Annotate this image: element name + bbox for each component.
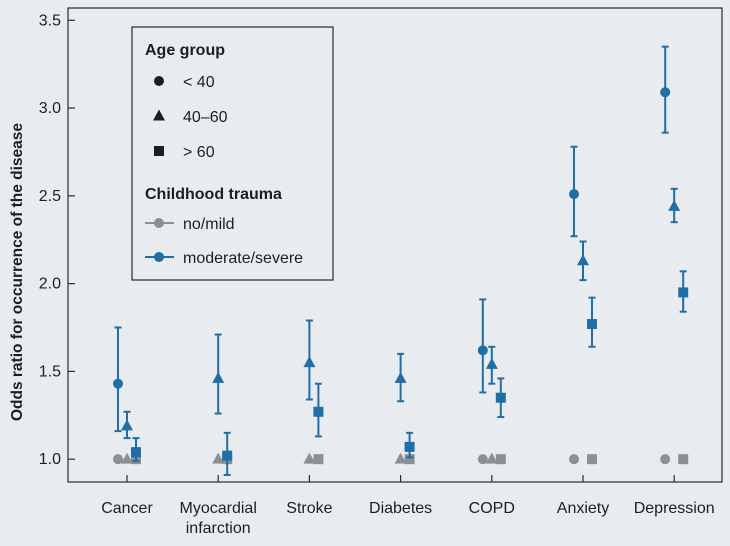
data-point xyxy=(113,454,123,465)
data-point xyxy=(477,454,488,465)
data-point xyxy=(121,419,133,431)
x-tick-label: Anxiety xyxy=(557,500,609,517)
data-point xyxy=(313,454,324,465)
data-point xyxy=(587,319,597,329)
x-tick-label: Cancer xyxy=(101,500,153,517)
data-point xyxy=(569,454,579,465)
x-tick-label-line: Myocardial xyxy=(180,500,257,517)
data-point xyxy=(485,452,498,464)
x-tick-label-line: Anxiety xyxy=(557,500,609,517)
plot-frame xyxy=(67,7,723,483)
legend-age-label: > 60 xyxy=(183,144,215,161)
data-point xyxy=(495,454,506,465)
axes: 1.0 1.5 2.0 2.5 3.0 3.5 Cancer Myocardial infarc… xyxy=(39,7,723,537)
data-point xyxy=(212,452,225,464)
x-tick-label: Diabetes xyxy=(369,500,432,517)
x-tick-label: COPD xyxy=(469,500,515,517)
x-tick-label-line: Diabetes xyxy=(369,500,432,517)
x-tick-label-line: Cancer xyxy=(101,500,153,517)
data-point xyxy=(577,254,589,266)
y-tick-label: 1.5 xyxy=(39,363,61,380)
data-point xyxy=(313,406,324,417)
data-point xyxy=(303,356,316,368)
x-tick-label-line: Stroke xyxy=(286,500,332,517)
x-tick-label-line: COPD xyxy=(469,500,515,517)
legend-marker-circle xyxy=(154,218,164,228)
data-point xyxy=(678,287,689,298)
data-point xyxy=(587,454,597,465)
data-point xyxy=(113,378,123,389)
legend-marker-circle xyxy=(154,76,164,86)
x-tick-label: Depression xyxy=(634,500,715,517)
data-point xyxy=(121,452,133,464)
data-point xyxy=(404,454,415,465)
data-point xyxy=(212,371,225,383)
data-point xyxy=(569,189,579,200)
legend-age-label: 40–60 xyxy=(183,109,228,126)
data-point xyxy=(222,450,233,461)
y-axis-label: Odds ratio for occurrence of the disease xyxy=(9,123,26,421)
legend-trauma-label: no/mild xyxy=(183,216,235,233)
y-tick-label: 3.5 xyxy=(39,12,61,29)
y-tick-label: 2.0 xyxy=(39,276,61,293)
legend-marker-circle xyxy=(154,252,164,262)
x-tick-label-line: infarction xyxy=(186,520,251,537)
legend-trauma-title: Childhood trauma xyxy=(145,186,282,203)
x-tick-label: Myocardial infarction xyxy=(180,500,257,537)
chart-marks xyxy=(113,45,689,476)
data-point xyxy=(660,87,671,98)
y-tick-label: 2.5 xyxy=(39,188,61,205)
data-point xyxy=(394,371,407,383)
data-point xyxy=(678,454,689,465)
legend-marker-triangle xyxy=(153,109,165,121)
x-tick-label-line: Depression xyxy=(634,500,715,517)
legend-trauma-label: moderate/severe xyxy=(183,250,303,267)
data-point xyxy=(404,441,415,452)
legend-age-label: < 40 xyxy=(183,74,215,91)
y-tick-label: 3.0 xyxy=(39,100,61,117)
legend: Age group < 40 40–60 > 60 Childhood trauma no… xyxy=(131,26,334,281)
data-point xyxy=(495,392,506,403)
x-tick-label: Stroke xyxy=(286,500,332,517)
data-point xyxy=(131,447,141,458)
legend-age-title: Age group xyxy=(145,42,225,59)
legend-marker-square xyxy=(154,146,164,156)
data-point xyxy=(303,452,316,464)
data-point xyxy=(477,345,488,356)
data-point xyxy=(394,452,407,464)
data-point xyxy=(660,454,671,465)
data-point xyxy=(485,357,498,369)
legend-box xyxy=(131,26,334,281)
data-point xyxy=(668,199,681,211)
y-tick-label: 1.0 xyxy=(39,451,61,468)
